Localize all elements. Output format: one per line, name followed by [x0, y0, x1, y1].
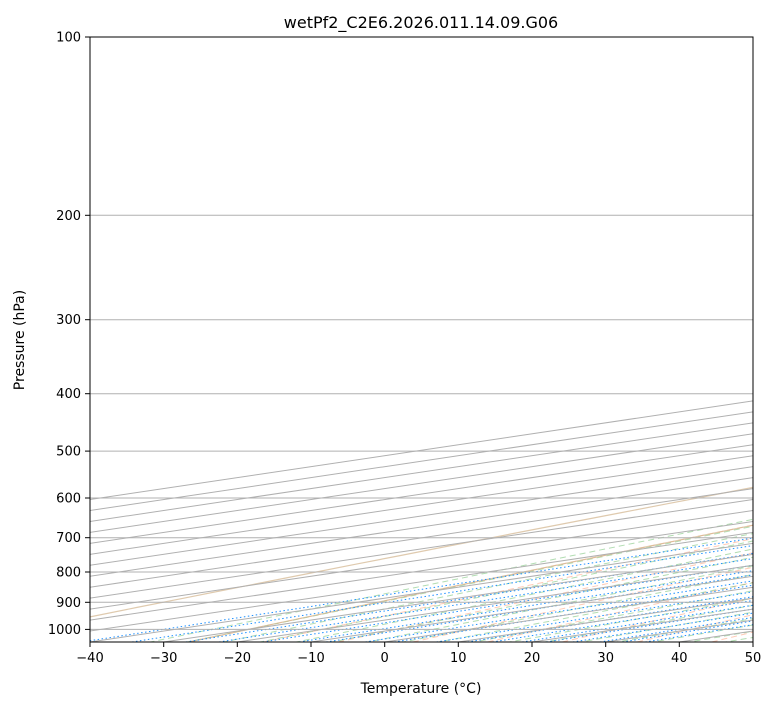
- y-axis-title: Pressure (hPa): [12, 290, 28, 390]
- y-tick-label: 700: [56, 531, 81, 546]
- x-tick-label: −20: [224, 651, 251, 666]
- y-tick-label: 600: [56, 492, 81, 507]
- y-tick-label: 400: [56, 387, 81, 402]
- x-tick-label: 0: [381, 651, 389, 666]
- y-tick-label: 900: [56, 596, 81, 611]
- y-tick-label: 300: [56, 313, 81, 328]
- y-tick-label: 200: [56, 209, 81, 224]
- pressure-gridlines: [90, 37, 753, 630]
- x-tick-label: −40: [76, 651, 103, 666]
- x-tick-label: 40: [671, 651, 688, 666]
- isotherm-line: [90, 509, 753, 610]
- mixing-ratio-line: [299, 570, 753, 642]
- y-tick-label: 1000: [48, 623, 81, 638]
- mixing-ratio-line: [365, 580, 753, 642]
- isotherm-line: [752, 641, 753, 642]
- x-tick-label: −10: [297, 651, 324, 666]
- mixing-ratio-line: [326, 574, 753, 642]
- isotherm-line: [90, 444, 753, 544]
- chart-title: wetPf2_C2E6.2026.011.14.09.G06: [284, 13, 558, 33]
- isotherm-line: [90, 477, 753, 577]
- mixing-ratio-lines: [90, 537, 753, 642]
- isotherm-line: [90, 520, 753, 621]
- x-tick-label: −30: [150, 651, 177, 666]
- reference-curve: [188, 524, 753, 642]
- mixing-ratio-line: [262, 564, 753, 642]
- isotherm-line: [90, 488, 753, 588]
- y-tick-label: 500: [56, 445, 81, 460]
- y-axis-ticks: 100 200 300 400 500 600 700 800 900 1000: [48, 31, 90, 638]
- x-axis-ticks: −40 −30 −20 −10 0 10 20 30 40 50: [76, 642, 761, 666]
- x-axis-title: Temperature (°C): [360, 681, 482, 697]
- y-tick-label: 100: [56, 31, 81, 46]
- x-tick-label: 20: [524, 651, 541, 666]
- isotherm-line: [90, 466, 753, 566]
- plot-frame: [89, 36, 754, 643]
- y-tick-label: 800: [56, 566, 81, 581]
- isotherms: [90, 400, 753, 642]
- isotherm-line: [90, 499, 753, 599]
- x-tick-label: 30: [597, 651, 614, 666]
- x-tick-label: 10: [450, 651, 467, 666]
- isotherm-line: [90, 531, 753, 632]
- isotherm-line: [90, 455, 753, 555]
- x-tick-label: 50: [745, 651, 762, 666]
